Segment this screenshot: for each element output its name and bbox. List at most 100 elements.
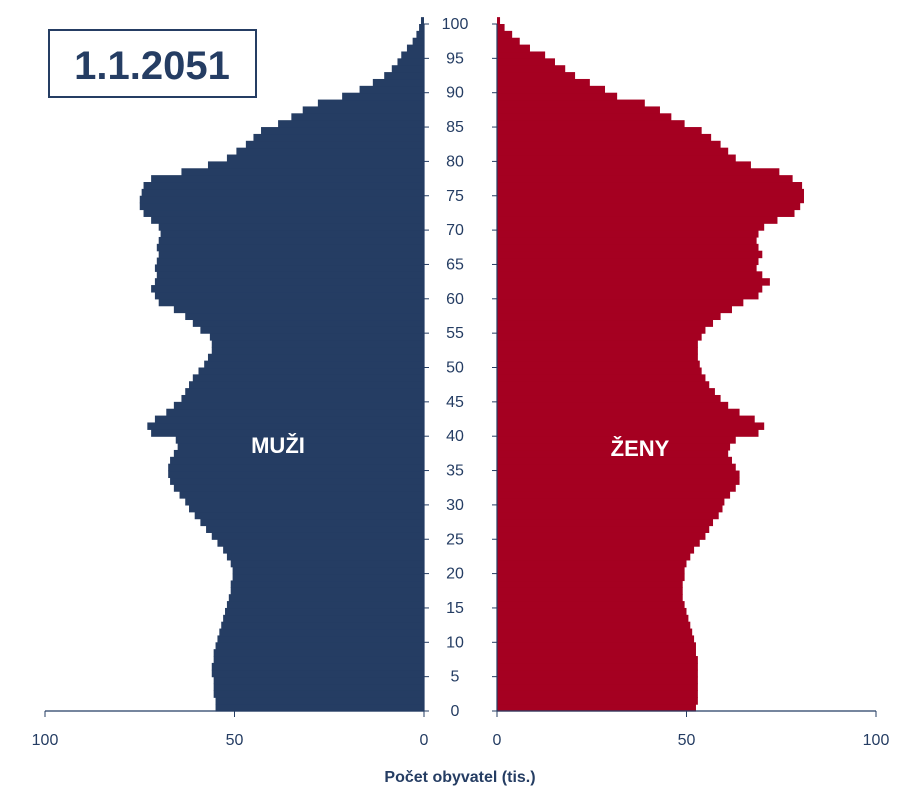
men-bar-age-65: [156, 257, 424, 266]
x-tick-label-left: 0: [420, 732, 429, 749]
age-tick-label: 25: [446, 531, 464, 548]
women-bar-age-34: [497, 470, 740, 479]
men-bar-age-25: [211, 532, 424, 540]
women-bar-age-58: [497, 305, 732, 314]
women-bar-age-82: [497, 140, 721, 149]
x-tick-label-right: 50: [678, 732, 696, 749]
women-bar-age-44: [497, 401, 729, 410]
women-bar-age-14: [497, 607, 687, 616]
women-bar-age-90: [497, 85, 606, 94]
women-bar-age-42: [497, 415, 755, 424]
women-bar-age-93: [497, 65, 566, 73]
women-bar-age-23: [497, 546, 695, 554]
women-bar-age-35: [497, 463, 736, 472]
men-bar-age-70: [158, 223, 424, 231]
women-bars: [497, 17, 804, 712]
men-bar-age-48: [192, 374, 424, 382]
men-bar-age-12: [221, 621, 424, 630]
women-bar-age-89: [497, 92, 618, 101]
women-bar-age-4: [497, 676, 698, 685]
men-bar-age-32: [173, 484, 424, 492]
men-bar-age-67: [156, 243, 424, 252]
men-bar-age-36: [170, 456, 424, 465]
women-bar-age-85: [497, 120, 685, 128]
men-bar-age-96: [406, 44, 424, 53]
women-bar-age-97: [497, 37, 520, 46]
men-bar-age-39: [175, 436, 424, 444]
age-tick-label: 40: [446, 428, 464, 445]
women-bar-age-47: [497, 381, 710, 389]
men-bar-age-59: [158, 298, 424, 307]
women-bar-age-66: [497, 250, 763, 259]
age-tick-label: 80: [446, 153, 464, 170]
women-bar-age-28: [497, 511, 719, 520]
women-bar-age-50: [497, 360, 700, 369]
men-bar-age-8: [213, 649, 424, 657]
men-bar-age-14: [225, 607, 424, 616]
women-bar-age-96: [497, 44, 530, 53]
women-bar-age-70: [497, 223, 765, 231]
women-bar-age-54: [497, 333, 702, 341]
women-bar-age-55: [497, 326, 706, 334]
women-bar-age-48: [497, 374, 706, 382]
men-bar-age-99: [419, 24, 424, 32]
women-bar-age-15: [497, 601, 685, 609]
women-bar-age-7: [497, 656, 698, 664]
women-bar-age-68: [497, 236, 757, 245]
age-tick-label: 55: [446, 325, 464, 342]
women-bar-age-63: [497, 271, 763, 279]
women-bar-age-78: [497, 168, 780, 176]
men-bar-age-21: [230, 559, 424, 568]
men-bar-age-28: [194, 511, 424, 520]
men-bar-age-31: [179, 491, 424, 499]
women-bar-age-18: [497, 580, 683, 588]
women-bar-age-56: [497, 319, 714, 327]
men-bar-age-68: [158, 236, 424, 245]
women-bar-age-36: [497, 456, 732, 465]
men-bar-age-3: [213, 683, 424, 691]
women-bar-age-59: [497, 298, 744, 307]
women-bar-age-98: [497, 30, 513, 39]
men-bar-age-60: [154, 291, 424, 300]
women-bar-age-79: [497, 161, 751, 169]
men-bar-age-63: [156, 271, 424, 279]
axes: [44, 23, 877, 717]
men-bar-age-16: [228, 594, 424, 602]
men-bar-age-29: [189, 504, 424, 513]
age-tick-label: 90: [446, 85, 464, 102]
women-bar-age-13: [497, 614, 689, 623]
women-bar-age-60: [497, 291, 759, 300]
women-bar-age-21: [497, 559, 687, 568]
age-tick-label: 30: [446, 497, 464, 514]
women-bar-age-61: [497, 285, 763, 293]
women-bar-age-67: [497, 243, 759, 252]
tick-labels: 0 5 10 15 20 25 30 35 40 45 50 55 60 65 70 75 80 85 90 95 10…: [32, 16, 890, 749]
men-bar-age-57: [185, 312, 424, 321]
women-bar-age-72: [497, 209, 795, 217]
series-label-men: MUŽI: [251, 433, 305, 458]
men-bar-age-45: [181, 394, 424, 403]
men-bar-age-83: [253, 133, 424, 142]
men-bar-age-66: [158, 250, 424, 259]
women-bar-age-0: [497, 704, 696, 712]
women-bar-age-17: [497, 587, 683, 595]
men-bar-age-47: [189, 381, 424, 389]
women-bar-age-6: [497, 662, 698, 671]
men-bar-age-0: [215, 704, 424, 712]
men-bar-age-94: [397, 58, 424, 66]
women-bar-age-57: [497, 312, 721, 321]
men-bar-age-52: [211, 346, 424, 355]
women-bar-age-83: [497, 133, 712, 142]
men-bar-age-24: [217, 539, 424, 547]
men-bar-age-77: [151, 175, 424, 183]
men-bar-age-81: [236, 147, 424, 156]
men-bar-age-93: [391, 65, 424, 73]
men-bar-age-78: [181, 168, 424, 176]
age-tick-label: 5: [451, 669, 460, 686]
men-bar-age-54: [209, 333, 424, 341]
men-bar-age-4: [213, 676, 424, 685]
women-bar-age-81: [497, 147, 729, 156]
women-bar-age-31: [497, 491, 731, 499]
men-bar-age-26: [206, 525, 424, 533]
